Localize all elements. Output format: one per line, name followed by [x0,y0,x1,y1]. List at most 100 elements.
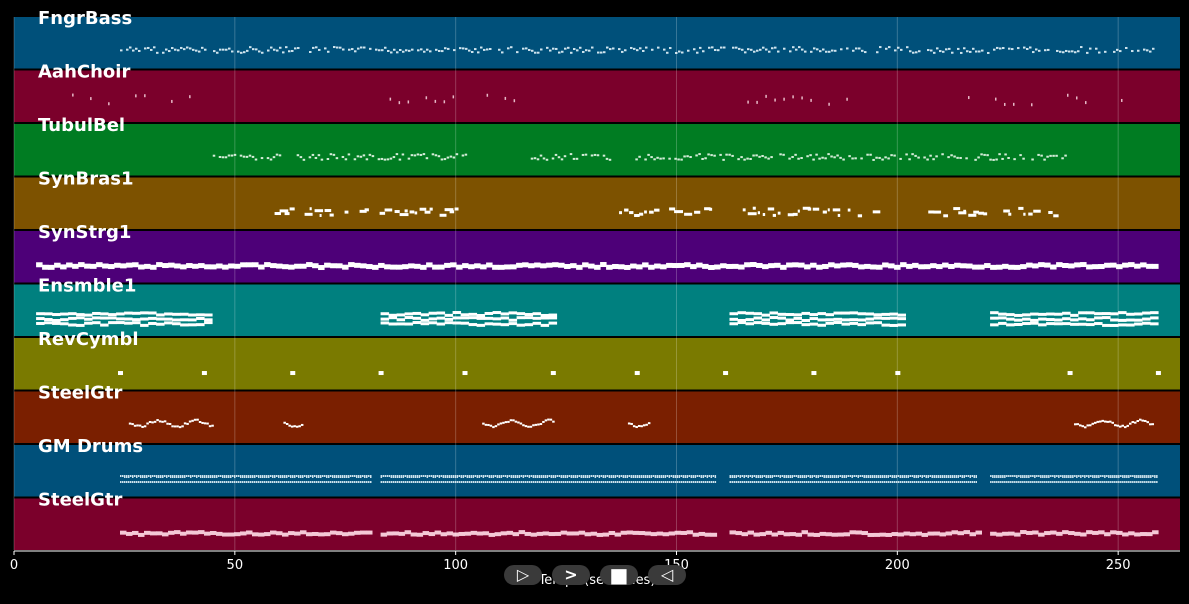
note [1140,262,1147,268]
note [156,475,158,479]
note [740,156,743,159]
note [366,530,373,535]
note [542,481,545,484]
note [747,475,749,479]
note [114,262,121,268]
note [452,532,460,537]
note [834,263,841,269]
note [817,475,819,479]
note [1056,531,1063,536]
note [466,475,469,479]
note [582,475,585,479]
note [141,425,144,428]
note [399,49,402,52]
note [1038,532,1045,537]
note [977,156,980,159]
note [825,532,832,537]
note [747,481,749,484]
note [476,323,486,327]
note [1104,475,1106,479]
note [749,481,751,484]
note [264,532,271,537]
note [819,481,821,484]
note [378,371,384,376]
note [210,481,212,484]
note [739,481,741,484]
note [240,475,242,479]
note [548,532,556,537]
note [329,213,334,217]
note [1068,475,1070,479]
note [286,475,288,479]
note [267,49,270,52]
note [409,210,415,214]
note [1032,481,1034,484]
note [1046,475,1048,479]
note [939,532,946,537]
note [813,47,816,50]
note [712,481,715,484]
note [1023,46,1026,49]
note [618,475,621,479]
back-button[interactable]: ◁ [648,565,686,585]
note [1047,48,1050,51]
note [590,154,594,157]
note [60,312,69,316]
note [1046,318,1055,322]
note [650,481,653,484]
note [486,481,489,484]
note [875,156,878,159]
track-notes [36,311,1159,327]
note [888,46,891,49]
play-button[interactable]: ▷ [504,565,542,585]
note [516,316,526,320]
note [768,263,775,269]
track-name-label: FngrBass [38,8,132,29]
note [967,481,969,484]
note [228,481,230,484]
track-lane-background [14,338,1180,390]
note [1074,475,1076,478]
note [186,481,188,484]
note [306,262,313,268]
note [994,481,996,484]
note [912,262,919,268]
note [761,481,763,484]
note [1014,318,1023,322]
note [895,371,901,376]
note [1014,264,1021,270]
note [732,263,739,269]
note [354,262,361,268]
note [327,50,330,53]
note [908,158,911,161]
note [380,317,390,321]
note [913,481,915,484]
note [743,475,745,479]
note [566,531,574,536]
note [672,481,675,484]
note [276,481,278,484]
note [258,475,260,479]
note [966,263,973,269]
note [202,481,204,484]
note [842,158,845,161]
note [1084,475,1086,479]
note [759,475,761,479]
note [638,475,641,479]
note [1080,532,1087,537]
note [900,262,907,268]
forward-button[interactable]: > [552,565,590,585]
note [1096,481,1098,484]
note [426,48,429,51]
note [933,475,935,479]
note [1062,322,1071,326]
note [877,481,879,484]
note [186,530,193,535]
note [983,212,988,216]
note [192,48,195,51]
note [402,481,405,484]
note [237,50,240,53]
note [500,531,508,536]
stop-button[interactable]: ■ [600,565,638,585]
note [166,422,169,425]
